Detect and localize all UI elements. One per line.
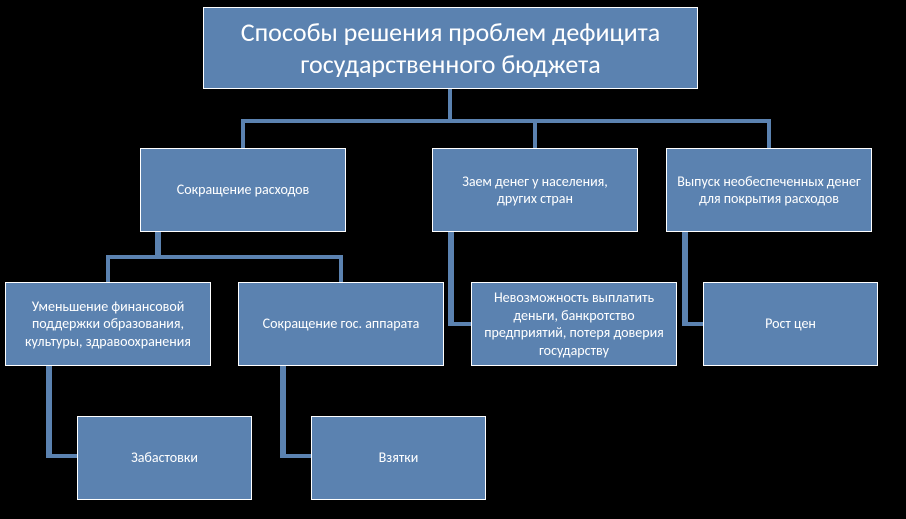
node-borrowing: Заем денег у населения, других стран bbox=[432, 148, 638, 232]
connector bbox=[241, 119, 245, 148]
node-label: Взятки bbox=[379, 449, 419, 467]
connector bbox=[46, 454, 77, 458]
connector bbox=[241, 119, 771, 123]
connector bbox=[448, 232, 454, 326]
node-label: Невозможность выплатить деньги, банкротс… bbox=[482, 289, 666, 359]
node-bribes: Взятки bbox=[311, 416, 486, 500]
connector bbox=[106, 255, 110, 282]
node-label: Рост цен bbox=[765, 315, 816, 333]
node-label: Уменьшение финансовой поддержки образова… bbox=[16, 298, 200, 351]
root-label: Способы решения проблем дефицита государ… bbox=[214, 16, 687, 81]
node-strikes: Забастовки bbox=[77, 416, 252, 500]
connector bbox=[533, 119, 537, 148]
root-node: Способы решения проблем дефицита государ… bbox=[203, 7, 698, 89]
node-price-increase: Рост цен bbox=[703, 282, 878, 366]
node-label: Забастовки bbox=[131, 449, 198, 467]
connector bbox=[280, 454, 311, 458]
node-label: Заем денег у населения, других стран bbox=[443, 173, 627, 208]
node-unbacked-money: Выпуск необеспеченных денег для покрытия… bbox=[666, 148, 872, 232]
node-label: Выпуск необеспеченных денег для покрытия… bbox=[677, 173, 861, 208]
connector bbox=[280, 366, 286, 458]
connector bbox=[155, 232, 161, 255]
connector bbox=[448, 322, 471, 326]
connector bbox=[682, 232, 688, 326]
node-label: Сокращение расходов bbox=[177, 181, 310, 199]
node-expense-reduction: Сокращение расходов bbox=[140, 148, 346, 232]
connector bbox=[767, 119, 771, 148]
connector bbox=[339, 255, 343, 282]
connector bbox=[448, 89, 452, 119]
node-label: Сокращение гос. аппарата bbox=[263, 315, 420, 333]
connector bbox=[106, 255, 343, 259]
connector bbox=[682, 322, 703, 326]
node-default-bankruptcy: Невозможность выплатить деньги, банкротс… bbox=[471, 282, 677, 366]
connector bbox=[46, 366, 52, 458]
node-gov-apparatus-cut: Сокращение гос. аппарата bbox=[238, 282, 444, 366]
node-edu-culture-health-cut: Уменьшение финансовой поддержки образова… bbox=[5, 282, 211, 366]
